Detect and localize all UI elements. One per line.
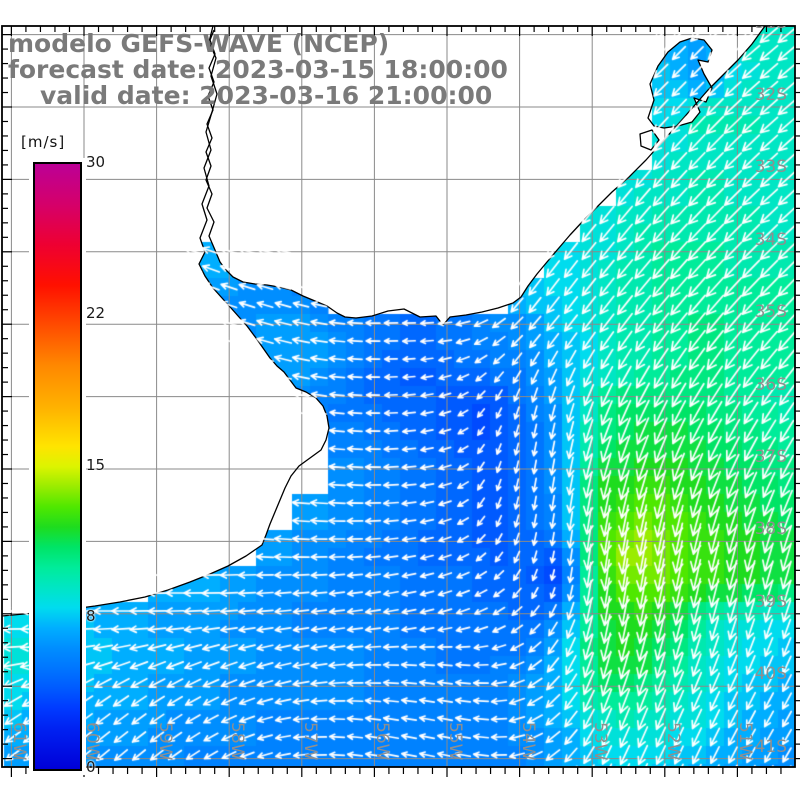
lat-label-41S: 41S [754, 736, 787, 757]
lat-label-39S: 39S [754, 591, 787, 612]
title-forecast-date: forecast date: 2023-03-15 18:00:00 [8, 55, 508, 84]
title-valid-date: valid date: 2023-03-16 21:00:00 [40, 81, 493, 110]
title-model-name: modelo GEFS-WAVE (NCEP) [8, 29, 390, 58]
lat-label-31S: 31S [727, 26, 787, 33]
lon-label-53W: 53W [590, 722, 611, 761]
colorbar-tick-15: 15 [86, 455, 106, 474]
lat-label-33S: 33S [754, 157, 787, 178]
lat-label-36S: 36S [754, 374, 787, 395]
axis-labels-layer: 31S 32S 33S 34S 35S 36S 37S 38S 39S 40S 41S 61W 60W 5… [2, 26, 795, 767]
lat-label-40S: 40S [754, 664, 787, 685]
lat-label-35S: 35S [754, 302, 787, 323]
lon-label-56W: 56W [372, 722, 393, 761]
lon-label-61W: 61W [9, 722, 30, 761]
lon-label-59W: 59W [154, 722, 175, 761]
lon-label-55W: 55W [445, 722, 465, 761]
lat-label-38S: 38S [754, 519, 787, 540]
lon-label-54W: 54W [517, 722, 538, 761]
colorbar-tick-22: 22 [86, 304, 106, 323]
colorbar-unit-label: [m/s] [21, 133, 66, 151]
colorbar-tick-0: 0 [86, 758, 96, 776]
lon-label-51W: 51W [735, 722, 756, 761]
lon-label-57W: 57W [299, 722, 320, 761]
colorbar-tick-30: 30 [86, 153, 106, 171]
axis-ticks [2, 26, 800, 777]
lat-label-37S: 37S [754, 447, 787, 467]
lon-label-58W: 58W [227, 722, 248, 761]
colorbar-tick-8: 8 [86, 606, 96, 625]
lon-label-52W: 52W [662, 722, 683, 761]
lon-label-60W: 60W [82, 722, 102, 761]
lat-label-32S: 32S [754, 85, 787, 105]
colorbar [33, 162, 82, 771]
lat-label-34S: 34S [754, 229, 787, 250]
